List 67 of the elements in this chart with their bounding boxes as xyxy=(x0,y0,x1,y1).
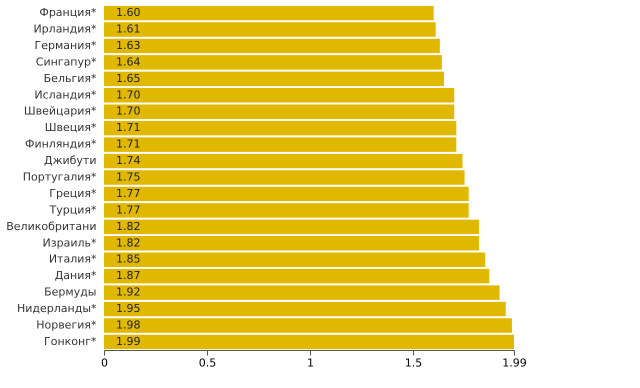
data-label: 1.74 xyxy=(116,154,140,168)
x-tick-label: 1.5 xyxy=(404,356,422,370)
y-tick-label: Греция* xyxy=(49,186,97,200)
y-tick-label: Нидерланды* xyxy=(16,302,97,316)
y-tick-label: Франция* xyxy=(39,6,97,20)
bar xyxy=(104,220,479,234)
y-tick-label: Гонконг* xyxy=(44,334,97,348)
y-tick-label: Израиль* xyxy=(42,236,97,250)
data-label: 1.85 xyxy=(116,252,140,266)
y-tick-label: Финляндия* xyxy=(24,138,97,151)
data-label: 1.70 xyxy=(116,104,140,118)
bar xyxy=(104,186,469,202)
bar xyxy=(104,104,454,119)
bar xyxy=(104,268,490,284)
y-tick-label: Турция* xyxy=(48,203,97,216)
x-tick-label: 0 xyxy=(101,356,108,370)
y-tick-label: Сингапур* xyxy=(36,55,97,68)
data-label: 1.64 xyxy=(116,55,140,68)
data-label: 1.77 xyxy=(116,203,140,216)
bar xyxy=(104,154,462,168)
data-label: 1.65 xyxy=(116,72,140,85)
y-tick-label: Исландия* xyxy=(34,88,97,102)
data-label: 1.70 xyxy=(116,88,140,102)
bar xyxy=(104,22,436,37)
bar xyxy=(104,203,469,218)
y-tick-label: Норвегия* xyxy=(36,318,97,332)
y-tick-label: Бермуды xyxy=(44,286,96,299)
bar xyxy=(104,55,442,70)
bar xyxy=(104,72,444,86)
data-label: 1.71 xyxy=(116,138,140,151)
y-tick-label: Дания* xyxy=(54,269,97,282)
bar xyxy=(104,318,512,333)
bar xyxy=(104,6,434,20)
bar xyxy=(104,302,506,316)
data-label: 1.75 xyxy=(116,170,140,184)
data-label: 1.95 xyxy=(116,302,140,316)
y-tick-label: Швейцария* xyxy=(24,104,97,118)
data-label: 1.82 xyxy=(116,236,140,250)
x-tick-label: 0.5 xyxy=(198,356,216,370)
data-label: 1.61 xyxy=(116,22,140,36)
data-label: 1.63 xyxy=(116,38,140,52)
bar xyxy=(104,38,440,54)
bar xyxy=(104,285,500,300)
y-tick-label: Джибути xyxy=(44,154,96,168)
data-label: 1.71 xyxy=(116,121,140,134)
data-label: 1.92 xyxy=(116,286,140,299)
y-tick-label: Германия* xyxy=(34,38,97,52)
bar xyxy=(104,170,465,185)
data-label: 1.98 xyxy=(116,318,140,332)
bar xyxy=(104,252,486,267)
y-tick-label: Ирландия* xyxy=(33,22,97,36)
bar xyxy=(104,120,456,136)
y-tick-label: Швеция* xyxy=(44,121,97,134)
bar xyxy=(104,88,454,103)
y-tick-label: Португалия* xyxy=(22,170,97,184)
bar xyxy=(104,137,456,152)
data-label: 1.82 xyxy=(116,220,140,233)
data-label: 1.99 xyxy=(116,334,140,348)
y-tick-label: Великобритани xyxy=(6,220,96,233)
x-tick-label: 1 xyxy=(307,356,314,370)
y-tick-label: Италия* xyxy=(48,252,97,266)
y-tick-label: Бельгия* xyxy=(44,72,97,85)
x-tick-label: 1.99 xyxy=(502,356,527,370)
data-label: 1.77 xyxy=(116,186,140,200)
bar xyxy=(104,236,479,251)
data-label: 1.87 xyxy=(116,269,140,282)
data-label: 1.60 xyxy=(116,6,140,20)
